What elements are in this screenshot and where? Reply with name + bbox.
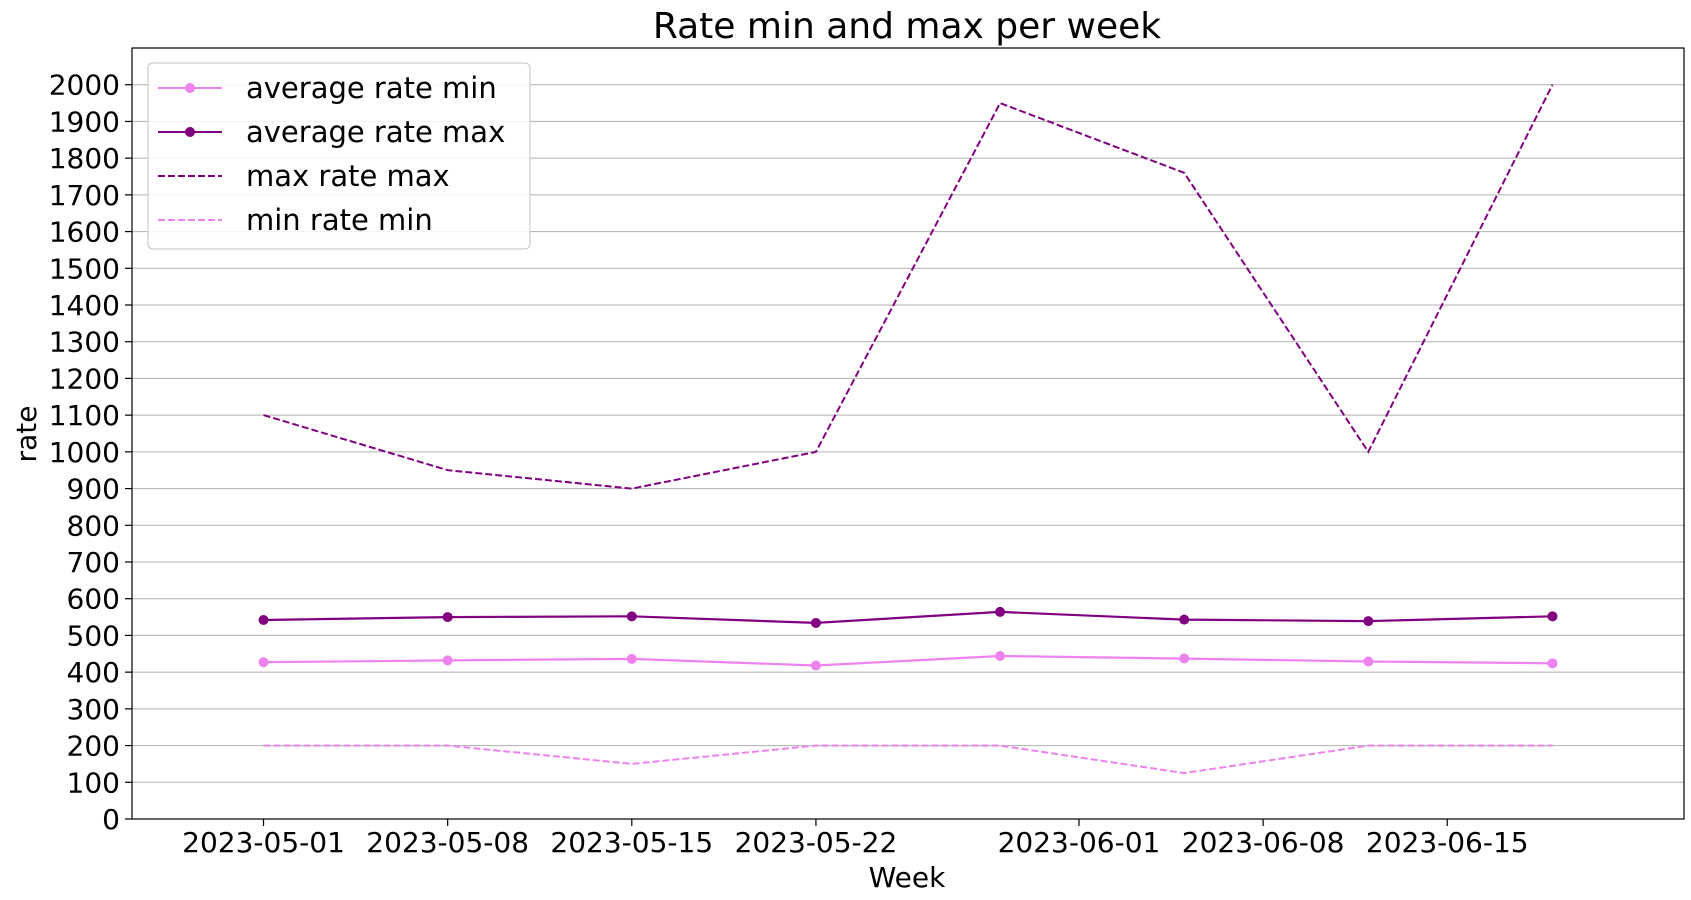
y-tick-label: 100 (67, 766, 120, 799)
series-line-3 (263, 744, 1553, 775)
legend-label: min rate min (246, 203, 433, 237)
data-point (995, 650, 1006, 661)
y-tick-label: 2000 (49, 69, 120, 102)
y-tick-label: 400 (67, 656, 120, 689)
series-line-0 (263, 654, 1553, 667)
y-tick-label: 1600 (49, 216, 120, 249)
y-axis-title: rate (10, 406, 43, 463)
legend-box (147, 62, 531, 250)
legend: average rate min average rate max max rate… (147, 62, 531, 250)
series-line-2 (263, 84, 1554, 490)
data-point (1363, 616, 1374, 627)
data-point (1179, 614, 1190, 625)
y-tick-label: 1000 (49, 436, 120, 469)
y-axis: 0100200300400500600700800900100011001200… (49, 69, 132, 836)
y-tick-label: 0 (102, 803, 120, 836)
x-tick-label: 2023-06-15 (1366, 826, 1529, 859)
data-point (1179, 653, 1190, 664)
x-axis: 2023-05-01 2023-05-08 2023-05-15 2023-05-22… (182, 819, 1529, 859)
y-tick-label: 1700 (49, 179, 120, 212)
data-point (442, 612, 453, 623)
data-point (810, 617, 821, 628)
x-tick-label: 2023-05-08 (366, 826, 529, 859)
y-tick-label: 500 (67, 619, 120, 652)
y-tick-label: 1400 (49, 289, 120, 322)
y-tick-label: 1300 (49, 326, 120, 359)
legend-label: max rate max (246, 159, 450, 193)
y-tick-label: 800 (67, 509, 120, 542)
y-tick-label: 200 (67, 730, 120, 763)
chart-title: Rate min and max per week (653, 6, 1161, 47)
data-point (1547, 611, 1558, 622)
y-tick-label: 1900 (49, 105, 120, 138)
data-point (442, 655, 453, 666)
series-line-1 (263, 610, 1553, 625)
y-tick-label: 1100 (49, 399, 120, 432)
y-tick-label: 1500 (49, 252, 120, 285)
data-point (1363, 656, 1374, 667)
y-tick-label: 1200 (49, 362, 120, 395)
y-tick-label: 700 (67, 546, 120, 579)
x-tick-label: 2023-06-08 (1182, 826, 1345, 859)
data-point (258, 657, 269, 668)
data-point (810, 660, 821, 671)
y-tick-label: 600 (67, 583, 120, 616)
x-tick-label: 2023-06-01 (998, 826, 1161, 859)
x-tick-label: 2023-05-01 (182, 826, 345, 859)
grid-lines (132, 84, 1684, 820)
data-point (995, 606, 1006, 617)
data-point (626, 653, 637, 664)
y-tick-label: 900 (67, 473, 120, 506)
plot-frame (131, 47, 1685, 820)
legend-label: average rate max (246, 115, 505, 149)
x-tick-label: 2023-05-15 (550, 826, 713, 859)
legend-marker (185, 83, 195, 93)
x-axis-title: Week (869, 861, 946, 894)
y-tick-label: 1800 (49, 142, 120, 175)
legend-label: average rate min (246, 71, 497, 105)
y-tick-label: 300 (67, 693, 120, 726)
data-point (258, 615, 269, 626)
data-point (626, 611, 637, 622)
series-lines (258, 84, 1558, 775)
data-point (1547, 658, 1558, 669)
legend-marker (185, 127, 195, 137)
x-tick-label: 2023-05-22 (735, 826, 898, 859)
